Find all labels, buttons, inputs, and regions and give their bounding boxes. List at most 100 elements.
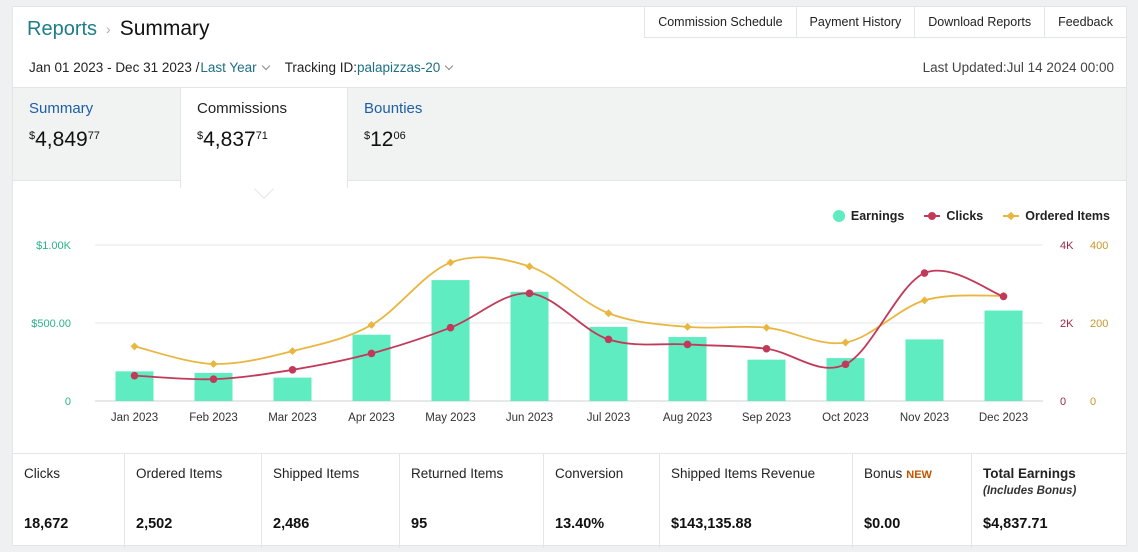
clicks-point — [920, 269, 929, 277]
ordered-items-point — [841, 338, 850, 347]
tracking-id-dropdown[interactable]: palapizzas-20 — [356, 60, 441, 75]
legend-earnings[interactable]: Earnings — [832, 209, 904, 223]
stat-sub-label: (Includes Bonus) — [983, 485, 1077, 497]
earnings-bar — [352, 334, 391, 401]
clicks-point — [604, 335, 613, 344]
x-axis-tick-label: Sep 2023 — [742, 412, 791, 424]
ordered-axis-tick-label: 0 — [1090, 396, 1096, 408]
chart-legend: Earnings Clicks Ordered Items — [832, 209, 1110, 223]
ordered-items-point — [446, 258, 455, 267]
chevron-down-icon[interactable] — [261, 61, 270, 71]
x-axis-tick-label: Dec 2023 — [979, 412, 1028, 424]
stat-label: Clicks — [24, 466, 60, 481]
top-links: Commission Schedule Payment History Down… — [644, 7, 1126, 38]
clicks-point — [367, 349, 376, 358]
clicks-point — [130, 371, 139, 380]
ordered-items-line — [134, 256, 1004, 365]
date-range: Jan 01 2023 - Dec 31 2023 / — [29, 60, 200, 75]
earnings-bar — [747, 359, 786, 401]
clicks-point — [841, 360, 850, 369]
feedback-link[interactable]: Feedback — [1044, 7, 1126, 38]
x-axis-tick-label: Apr 2023 — [348, 412, 395, 424]
legend-ordered-items-label: Ordered Items — [1025, 209, 1110, 223]
tab-summary-amount: $ 4,849 77 — [29, 128, 100, 152]
ordered-items-point — [683, 322, 692, 331]
left-axis-tick-label: 0 — [65, 396, 71, 408]
stat-shipped-items: Shipped Items 2,486 — [262, 454, 400, 548]
clicks-point — [525, 289, 534, 298]
payment-history-link[interactable]: Payment History — [795, 7, 915, 38]
stat-total-earnings: Total Earnings (Includes Bonus) $4,837.7… — [972, 454, 1126, 548]
amount-cents: 06 — [393, 130, 406, 142]
download-reports-link[interactable]: Download Reports — [914, 7, 1045, 38]
tab-summary[interactable]: Summary $ 4,849 77 — [13, 88, 116, 182]
breadcrumb: Reports › Summary — [27, 17, 210, 41]
period-dropdown[interactable]: Last Year — [200, 60, 257, 75]
x-axis-tick-label: Aug 2023 — [663, 412, 712, 424]
amount-dollars: 4,837 — [203, 128, 256, 151]
stat-label: Total Earnings — [983, 466, 1076, 481]
clicks-point — [999, 292, 1008, 301]
amount-cents: 77 — [87, 130, 100, 142]
legend-clicks[interactable]: Clicks — [924, 209, 983, 223]
ordered-items-point — [130, 342, 139, 351]
tab-commissions[interactable]: Commissions $ 4,837 71 — [180, 88, 348, 199]
clicks-point — [446, 323, 455, 332]
stats-row: Clicks 18,672 Ordered Items 2,502 Shippe… — [13, 453, 1126, 548]
stat-label: Shipped Items Revenue — [671, 466, 816, 481]
ordered-items-point — [288, 347, 297, 356]
legend-ordered-items[interactable]: Ordered Items — [1003, 209, 1110, 223]
clicks-swatch — [924, 212, 941, 220]
stat-value: 13.40% — [555, 516, 605, 532]
ordered-axis-tick-label: 400 — [1090, 240, 1108, 252]
chevron-right-icon: › — [106, 21, 111, 37]
x-axis-tick-label: Mar 2023 — [268, 412, 317, 424]
stat-returned-items: Returned Items 95 — [400, 454, 544, 548]
chevron-down-icon[interactable] — [445, 61, 454, 71]
tab-commissions-amount: $ 4,837 71 — [197, 128, 331, 152]
currency-symbol: $ — [364, 130, 371, 142]
tab-commissions-label: Commissions — [197, 100, 288, 117]
currency-symbol: $ — [29, 130, 36, 142]
breadcrumb-reports-link[interactable]: Reports — [27, 17, 98, 40]
ordered-items-point — [920, 296, 929, 305]
x-axis-tick-label: Jun 2023 — [506, 412, 553, 424]
ordered-items-point — [209, 359, 218, 368]
stat-label: Ordered Items — [136, 466, 223, 481]
amount-dollars: 12 — [370, 128, 394, 151]
filters-bar: Jan 01 2023 - Dec 31 2023 / Last Year Tr… — [29, 60, 454, 75]
clicks-line — [134, 269, 1004, 381]
commission-schedule-link[interactable]: Commission Schedule — [644, 7, 796, 38]
earnings-bar — [431, 280, 470, 401]
earnings-chart: $1.00K 4K 400 $500.00 2K 200 0 0 0 Jan 2023 Feb 20… — [31, 240, 1108, 424]
ordered-axis-tick-label: 200 — [1090, 318, 1108, 330]
stat-label: Shipped Items — [273, 466, 360, 481]
new-badge: NEW — [906, 469, 932, 481]
stat-value: $4,837.71 — [983, 516, 1048, 532]
stat-conversion: Conversion 13.40% — [544, 454, 660, 548]
bonus-label: Bonus — [864, 466, 903, 481]
clicks-point — [209, 375, 218, 383]
tab-bounties-label: Bounties — [364, 100, 423, 117]
clicks-point — [288, 366, 297, 374]
stat-label: Conversion — [555, 466, 624, 481]
tab-bounties[interactable]: Bounties $ 12 06 — [348, 88, 438, 182]
x-axis-tick-label: Jul 2023 — [587, 412, 630, 424]
stat-label: Returned Items — [411, 466, 504, 481]
clicks-point — [762, 344, 771, 353]
left-axis-tick-label: $1.00K — [36, 240, 72, 252]
stat-value: 2,486 — [273, 516, 310, 532]
earnings-bar — [510, 291, 549, 401]
left-axis-tick-label: $500.00 — [31, 318, 71, 330]
page-title: Summary — [119, 17, 210, 40]
stat-shipped-revenue: Shipped Items Revenue $143,135.88 — [660, 454, 853, 548]
x-axis-tick-label: Nov 2023 — [900, 412, 949, 424]
stat-clicks: Clicks 18,672 — [13, 454, 125, 548]
currency-symbol: $ — [197, 130, 204, 142]
tab-summary-label: Summary — [29, 100, 94, 117]
clicks-axis-tick-label: 0 — [1060, 396, 1066, 408]
amount-dollars: 4,849 — [35, 128, 88, 151]
legend-clicks-label: Clicks — [946, 209, 984, 223]
tab-bounties-amount: $ 12 06 — [364, 128, 422, 152]
stat-bonus: Bonus NEW $0.00 — [853, 454, 972, 548]
